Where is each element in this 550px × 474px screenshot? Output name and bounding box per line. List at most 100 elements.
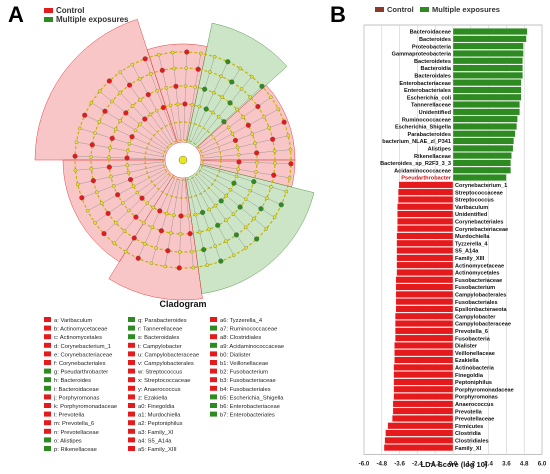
lda-bar-control	[395, 305, 454, 313]
clade-node-control	[106, 164, 112, 170]
lda-bar-multiple	[452, 42, 524, 50]
cladogram-key-label: b: Actinomycetaceae	[54, 327, 108, 333]
cladogram-key-swatch	[128, 360, 135, 365]
cladogram-key-label: t: Campylobacter	[138, 344, 182, 350]
lda-bar-label: Corynebacteriales	[455, 220, 504, 226]
clade-node	[236, 167, 240, 171]
cladogram-key-label: a3: Family_XI	[138, 430, 174, 436]
clade-node-multiple	[203, 106, 209, 112]
cladogram-key-label: m: Prevotella_6	[54, 421, 94, 427]
cladogram-key-swatch	[210, 360, 217, 365]
clade-node-control	[232, 137, 239, 143]
clade-node-control	[255, 104, 261, 110]
lda-bar-multiple	[452, 144, 514, 152]
lda-bar-control	[398, 181, 454, 189]
lda-bar-label: Prevotella	[455, 409, 483, 415]
lda-bar-control	[387, 422, 454, 430]
clade-ring	[144, 121, 222, 199]
cladogram-key-label: d: Corynebacterium_1	[54, 344, 111, 350]
clade-node-multiple	[218, 198, 224, 204]
cladogram-key-swatch	[128, 368, 135, 374]
clade-wedge-control	[62, 159, 174, 263]
cladogram-key-label: n: Prevotellaceae	[54, 430, 99, 436]
clade-node	[168, 103, 173, 108]
clade-node	[89, 167, 94, 171]
clade-node-multiple	[221, 119, 227, 125]
cladogram-key-label: a6: Tyzzerella_4	[220, 318, 263, 324]
lda-bar-label: Murdochiella	[455, 234, 490, 240]
lda-bar-control	[395, 312, 454, 320]
clade-node	[213, 203, 218, 208]
clade-node-control	[102, 108, 108, 114]
clade-node	[111, 184, 116, 188]
lda-bar-label: Rikenellaceae	[414, 154, 451, 160]
clade-node	[190, 249, 194, 254]
clade-node	[236, 152, 241, 157]
clade-node-multiple	[233, 232, 239, 238]
cladogram-key-swatch	[128, 420, 135, 426]
cladogram-key-swatch	[128, 385, 135, 391]
lda-bar-multiple	[452, 64, 523, 72]
legend-control-swatch	[44, 8, 53, 13]
clade-node-multiple	[254, 236, 260, 242]
cladogram-key-swatch	[128, 411, 135, 417]
lda-tick-label: 1.2	[466, 460, 475, 467]
lda-bar-control	[393, 371, 454, 379]
clade-node-control	[270, 136, 276, 142]
lda-tick-label: 2.4	[484, 460, 493, 467]
clade-node	[163, 264, 167, 269]
lda-bar-label: Peptoniphilus	[455, 380, 492, 386]
lda-bar-multiple	[452, 174, 507, 181]
lda-bar-label: Bacteroides	[419, 37, 451, 43]
clade-node	[156, 53, 161, 57]
lda-bar-label: Ruminococcaceae	[402, 117, 451, 123]
lda-bar-label: Enterobacteriaceae	[399, 81, 451, 87]
lda-bar-label: Acidaminococcaceae	[394, 168, 451, 174]
cladogram-key-swatch	[128, 342, 135, 348]
clade-node-control	[101, 231, 107, 237]
clade-node	[224, 239, 228, 243]
lda-bar-control	[396, 254, 454, 262]
clade-node	[226, 125, 231, 130]
clade-node	[126, 149, 130, 153]
cladogram-key-swatch	[210, 342, 217, 348]
clade-node	[127, 141, 132, 146]
clade-node	[184, 66, 188, 70]
lda-bar-label: S5_A14a	[455, 249, 479, 255]
cladogram-key-label: a: Varibaculum	[54, 318, 92, 324]
cladogram-clade-wedges	[34, 18, 315, 301]
lda-bar-label: Escherichia_coli	[407, 95, 452, 101]
clade-node	[149, 261, 154, 266]
lda-bar-control	[397, 210, 454, 218]
cladogram-key-swatch	[210, 351, 217, 357]
clade-node	[235, 107, 239, 112]
lda-bar-multiple	[452, 101, 520, 108]
cladogram-key-label: c: Actinomycetales	[54, 335, 102, 341]
lda-tick-label: -4.8	[376, 460, 387, 467]
clade-node	[264, 226, 269, 231]
clade-node	[284, 189, 289, 194]
clade-node	[269, 185, 273, 189]
clade-node-control	[176, 265, 182, 271]
cladogram-key-swatch	[44, 420, 51, 426]
lda-tick-label: 4.8	[520, 460, 529, 467]
clade-node-control	[184, 49, 190, 55]
cladogram-key-label: a9: Acidaminococcaceae	[220, 344, 284, 350]
clade-node	[248, 188, 253, 193]
clade-node	[150, 225, 155, 230]
clade-node	[230, 131, 235, 136]
clade-node	[97, 120, 102, 124]
lda-bar-label: Actinobacteria	[455, 366, 495, 372]
clade-node	[207, 227, 211, 232]
clade-wedge-control	[196, 84, 296, 161]
lda-bar-multiple	[452, 166, 511, 174]
lda-bar-control	[396, 247, 454, 254]
panel-a-letter: A	[8, 2, 24, 27]
lda-tick-label: -6.0	[359, 460, 370, 467]
cladogram-key-swatch	[128, 334, 135, 340]
cladogram-key-swatch	[128, 446, 135, 451]
cladogram-key-label: p: Rikenellaceae	[54, 447, 97, 453]
clade-node	[241, 115, 245, 119]
clade-node	[231, 253, 236, 258]
lda-bar-label: Prevotella_6	[455, 329, 488, 335]
